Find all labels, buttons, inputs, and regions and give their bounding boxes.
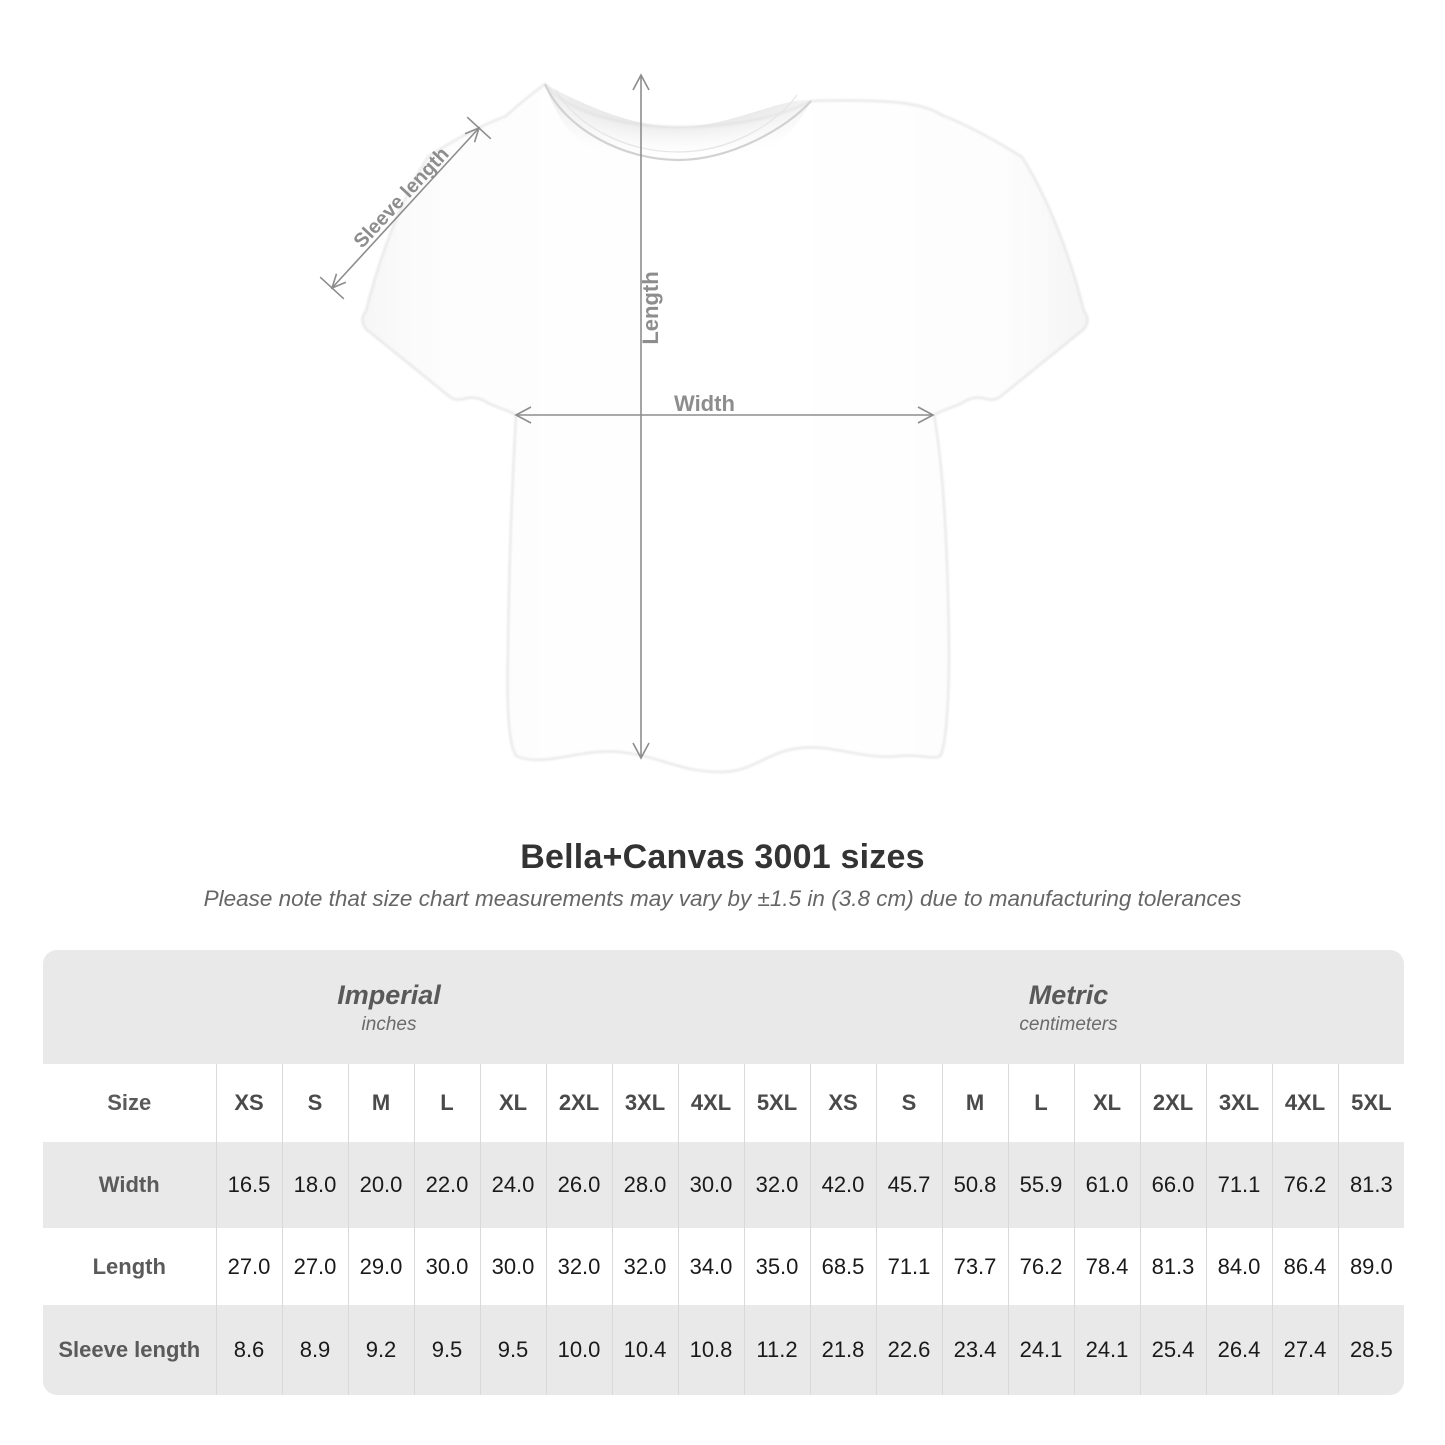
svg-text:Length: Length (638, 271, 663, 344)
svg-text:Width: Width (674, 391, 735, 416)
